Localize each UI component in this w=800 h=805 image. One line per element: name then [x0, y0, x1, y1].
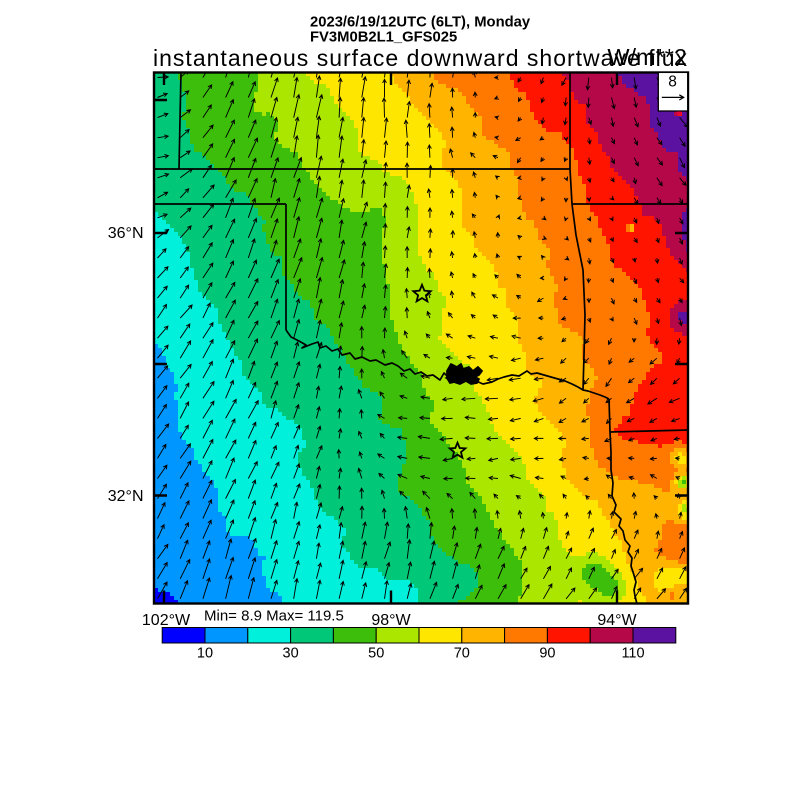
svg-text:W/m**2: W/m**2 [607, 44, 687, 70]
svg-text:70: 70 [454, 646, 470, 662]
svg-text:50: 50 [368, 646, 384, 662]
svg-text:94°W: 94°W [597, 612, 637, 629]
svg-text:32°N: 32°N [108, 488, 144, 505]
svg-text:90: 90 [539, 646, 555, 662]
svg-text:10: 10 [197, 646, 213, 662]
svg-text:30: 30 [283, 646, 299, 662]
svg-text:98°W: 98°W [371, 612, 411, 629]
svg-text:Min= 8.9 Max= 119.5: Min= 8.9 Max= 119.5 [204, 607, 344, 624]
svg-text:8: 8 [668, 74, 677, 91]
svg-text:36°N: 36°N [108, 225, 144, 242]
svg-text:110: 110 [621, 646, 644, 662]
svg-text:FV3M0B2L1_GFS025: FV3M0B2L1_GFS025 [310, 29, 457, 45]
svg-text:2023/6/19/12UTC (6LT), Monday: 2023/6/19/12UTC (6LT), Monday [310, 14, 531, 30]
svg-text:instantaneous surface downward: instantaneous surface downward shortwave… [153, 45, 688, 71]
svg-text:102°W: 102°W [142, 612, 191, 629]
